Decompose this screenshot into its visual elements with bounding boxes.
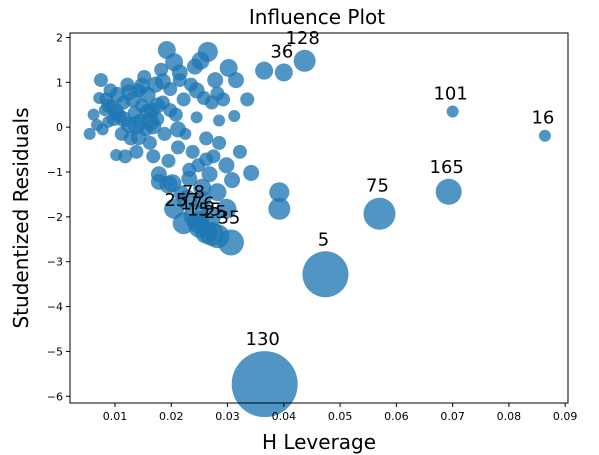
data-point-marker	[134, 77, 151, 94]
data-point-marker	[213, 114, 226, 127]
labeled-point-marker	[363, 197, 396, 230]
data-point-marker	[157, 126, 172, 141]
y-tick-label: −5	[47, 345, 63, 358]
data-point-marker	[176, 92, 191, 107]
data-point-marker	[197, 41, 218, 62]
x-tick-label: 0.04	[272, 410, 297, 423]
data-point-marker	[182, 162, 197, 177]
labeled-point-marker	[231, 351, 298, 418]
data-point-marker	[87, 108, 100, 121]
data-point-marker	[224, 172, 241, 189]
data-point-marker	[210, 86, 225, 101]
data-point-marker	[145, 118, 162, 135]
point-label: 101	[433, 83, 467, 104]
x-tick-label: 0.01	[103, 410, 128, 423]
data-point-marker	[154, 73, 171, 90]
y-tick-label: −3	[47, 256, 63, 269]
data-point-marker	[185, 144, 200, 159]
data-point-marker	[101, 98, 116, 113]
point-label: 155	[187, 200, 221, 221]
y-tick-label: −4	[47, 301, 63, 314]
scatter-markers	[83, 41, 551, 418]
point-label: 16	[531, 108, 554, 129]
data-point-marker	[115, 111, 132, 128]
data-point-marker	[201, 166, 218, 183]
x-tick-label: 0.02	[159, 410, 184, 423]
labeled-point-marker	[435, 178, 462, 205]
data-point-marker	[243, 164, 260, 181]
point-label: 176	[180, 194, 214, 215]
y-axis-label: Studentized Residuals	[9, 107, 33, 328]
point-label: 257	[164, 190, 198, 211]
data-point-marker	[118, 149, 133, 164]
y-tick-label: −1	[47, 166, 63, 179]
point-label: 165	[430, 157, 464, 178]
data-point-marker	[83, 127, 96, 140]
data-point-marker	[129, 144, 144, 159]
point-label: 36	[270, 41, 293, 62]
labeled-point-marker	[446, 105, 459, 118]
data-point-marker	[130, 129, 147, 146]
data-point-marker	[171, 140, 186, 155]
data-point-marker	[199, 152, 214, 167]
data-point-marker	[268, 197, 291, 220]
x-tick-label: 0.07	[440, 410, 465, 423]
data-point-marker	[121, 84, 138, 101]
data-point-marker	[93, 73, 108, 88]
data-point-marker	[218, 157, 235, 174]
data-point-marker	[188, 82, 205, 99]
point-label: 35	[217, 207, 240, 228]
data-point-marker	[228, 109, 241, 122]
data-point-marker	[255, 61, 274, 80]
labeled-point-marker	[274, 63, 293, 82]
point-label: 75	[366, 176, 389, 197]
point-label: 25	[204, 202, 227, 223]
data-point-marker	[269, 182, 290, 203]
data-point-marker	[228, 72, 244, 89]
data-point-marker	[154, 62, 169, 77]
x-tick-label: 0.08	[497, 410, 522, 423]
data-point-marker	[139, 103, 156, 120]
data-point-marker	[170, 121, 187, 138]
labeled-point-marker	[302, 251, 349, 298]
y-tick-label: −2	[47, 211, 63, 224]
x-tick-label: 0.05	[328, 410, 353, 423]
y-tick-label: 0	[56, 121, 63, 134]
data-point-marker	[208, 183, 227, 202]
labeled-point-marker	[217, 229, 244, 256]
data-point-marker	[161, 153, 176, 168]
point-label: 5	[318, 229, 329, 250]
data-point-marker	[199, 131, 214, 146]
data-point-marker	[212, 135, 227, 150]
labeled-point-marker	[538, 129, 551, 142]
data-point-marker	[190, 111, 203, 124]
y-tick-label: 1	[56, 76, 63, 89]
point-label: 130	[246, 329, 280, 350]
data-point-marker	[150, 173, 167, 190]
data-point-marker	[163, 103, 178, 118]
y-tick-label: −6	[47, 390, 63, 403]
axes-frame	[69, 32, 569, 404]
x-axis-ticks: 0.01 0.02 0.03 0.04 0.05 0.06 0.07 0.08 0.09	[103, 403, 578, 423]
x-tick-label: 0.09	[553, 410, 578, 423]
data-point-marker	[142, 135, 157, 150]
data-point-marker	[146, 149, 161, 164]
data-point-marker	[216, 198, 237, 219]
labeled-point-marker	[293, 49, 316, 72]
data-point-marker	[171, 64, 188, 81]
data-point-marker	[240, 92, 255, 107]
data-point-marker	[232, 144, 247, 159]
y-axis-ticks: 2 1 0 −1 −2 −3 −4 −5 −6	[47, 31, 70, 403]
data-point-marker	[207, 72, 224, 89]
x-tick-label: 0.06	[384, 410, 409, 423]
x-axis-label: H Leverage	[262, 430, 376, 454]
data-point-marker	[219, 58, 238, 77]
x-tick-label: 0.03	[215, 410, 240, 423]
point-label: 78	[182, 182, 205, 203]
chart-title: Influence Plot	[249, 5, 385, 29]
y-tick-label: 2	[56, 31, 63, 44]
